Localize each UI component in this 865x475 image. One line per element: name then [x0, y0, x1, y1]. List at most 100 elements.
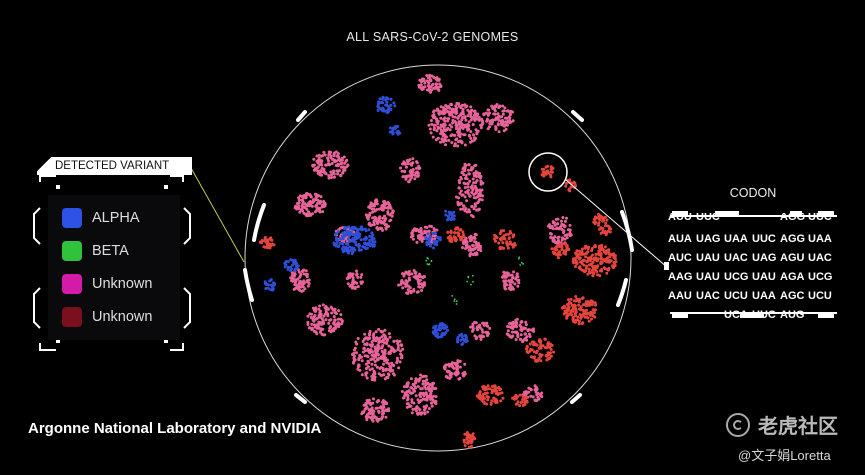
genome-point-pink — [497, 106, 501, 109]
genome-point-pink — [317, 307, 321, 311]
genome-point-red — [584, 269, 588, 273]
genome-point-pink — [463, 133, 467, 137]
genome-point-pink — [486, 324, 490, 328]
genome-point-pink — [386, 358, 389, 362]
genome-point-pink — [389, 345, 393, 349]
genome-point-pink — [466, 108, 470, 112]
variant-legend: ALPHA BETA Unknown Unknown — [48, 195, 180, 340]
genome-point-pink — [426, 410, 430, 414]
genome-point-pink — [509, 325, 513, 329]
genome-point-pink — [469, 136, 473, 140]
genome-point-pink — [551, 239, 555, 243]
genome-point-blue — [461, 337, 465, 341]
genome-point-pink — [362, 410, 366, 414]
genome-point-pink — [470, 191, 474, 194]
genome-point-pink — [301, 200, 305, 204]
genome-point-pink — [377, 207, 381, 211]
genome-point-pink — [336, 322, 339, 326]
genome-point-pink — [365, 399, 369, 402]
genome-point-blue — [361, 245, 365, 249]
genome-point-pink — [381, 216, 385, 220]
genome-point-pink — [333, 175, 336, 179]
genome-point-red — [507, 236, 511, 240]
genome-point-red — [502, 229, 506, 233]
genome-point-red — [482, 397, 486, 401]
genome-point-blue — [359, 238, 363, 242]
codon-cell: UAU — [696, 252, 720, 264]
genome-point-red — [606, 229, 610, 233]
legend-item-alpha: ALPHA — [62, 207, 140, 229]
genome-point-red — [580, 247, 584, 251]
genome-point-pink — [300, 207, 304, 211]
genome-point-pink — [341, 170, 345, 174]
genome-point-blue — [425, 243, 429, 247]
genome-point-pink — [374, 339, 378, 343]
genome-point-red — [499, 229, 503, 233]
genome-point-pink — [467, 248, 471, 252]
genome-point-pink — [420, 239, 424, 243]
genome-point-green — [455, 300, 458, 303]
genome-point-red — [548, 345, 551, 349]
genome-point-pink — [437, 88, 441, 92]
genome-point-pink — [469, 140, 472, 144]
codon-cell: AUA — [668, 233, 692, 245]
genome-point-pink — [437, 78, 441, 82]
genome-point-pink — [312, 329, 316, 333]
genome-point-pink — [389, 369, 393, 373]
genome-point-pink — [463, 182, 467, 186]
genome-point-pink — [497, 130, 501, 134]
genome-point-pink — [423, 81, 427, 85]
genome-point-pink — [378, 367, 382, 370]
genome-point-pink — [514, 318, 518, 322]
genome-point-blue — [396, 125, 400, 128]
genome-point-pink — [410, 272, 414, 276]
genome-point-pink — [497, 118, 501, 122]
genome-point-red — [588, 301, 592, 305]
genome-point-red — [602, 266, 606, 270]
genome-point-pink — [421, 237, 425, 241]
genome-point-pink — [430, 401, 434, 405]
genome-point-pink — [443, 119, 447, 123]
genome-point-pink — [406, 288, 410, 292]
genome-point-pink — [424, 374, 428, 378]
genome-point-pink — [411, 407, 415, 411]
genome-point-pink — [553, 223, 557, 227]
genome-point-pink — [414, 394, 418, 398]
genome-point-blue — [294, 262, 298, 266]
genome-point-red — [583, 246, 587, 250]
genome-point-pink — [380, 416, 384, 420]
genome-point-pink — [417, 85, 421, 89]
genome-point-red — [592, 265, 596, 269]
genome-point-pink — [302, 281, 306, 285]
genome-point-pink — [466, 182, 470, 186]
genome-point-pink — [303, 287, 307, 291]
genome-point-pink — [458, 365, 462, 369]
genome-point-pink — [439, 116, 443, 120]
genome-point-pink — [312, 323, 316, 327]
genome-point-red — [575, 260, 579, 264]
genome-point-red — [516, 395, 519, 399]
genome-point-red — [603, 245, 607, 249]
genome-point-blue — [285, 260, 289, 263]
genome-point-pink — [432, 109, 436, 113]
genome-point-pink — [309, 200, 313, 204]
genome-point-pink — [479, 180, 483, 184]
genome-point-pink — [514, 338, 518, 342]
genome-point-red — [532, 340, 536, 344]
genome-point-pink — [400, 390, 404, 393]
genome-point-red — [607, 266, 611, 270]
genome-point-pink — [306, 284, 310, 288]
genome-point-pink — [490, 122, 494, 126]
genome-point-pink — [322, 314, 326, 318]
genome-point-blue — [436, 335, 440, 339]
genome-point-pink — [519, 328, 523, 332]
genome-point-pink — [411, 233, 415, 237]
genome-point-pink — [384, 217, 388, 221]
genome-point-pink — [320, 154, 324, 158]
genome-point-pink — [346, 163, 350, 167]
genome-point-red — [268, 246, 272, 250]
genome-point-blue — [437, 326, 441, 330]
genome-point-pink — [506, 333, 510, 337]
genome-point-pink — [313, 210, 317, 214]
genome-point-blue — [268, 279, 272, 283]
